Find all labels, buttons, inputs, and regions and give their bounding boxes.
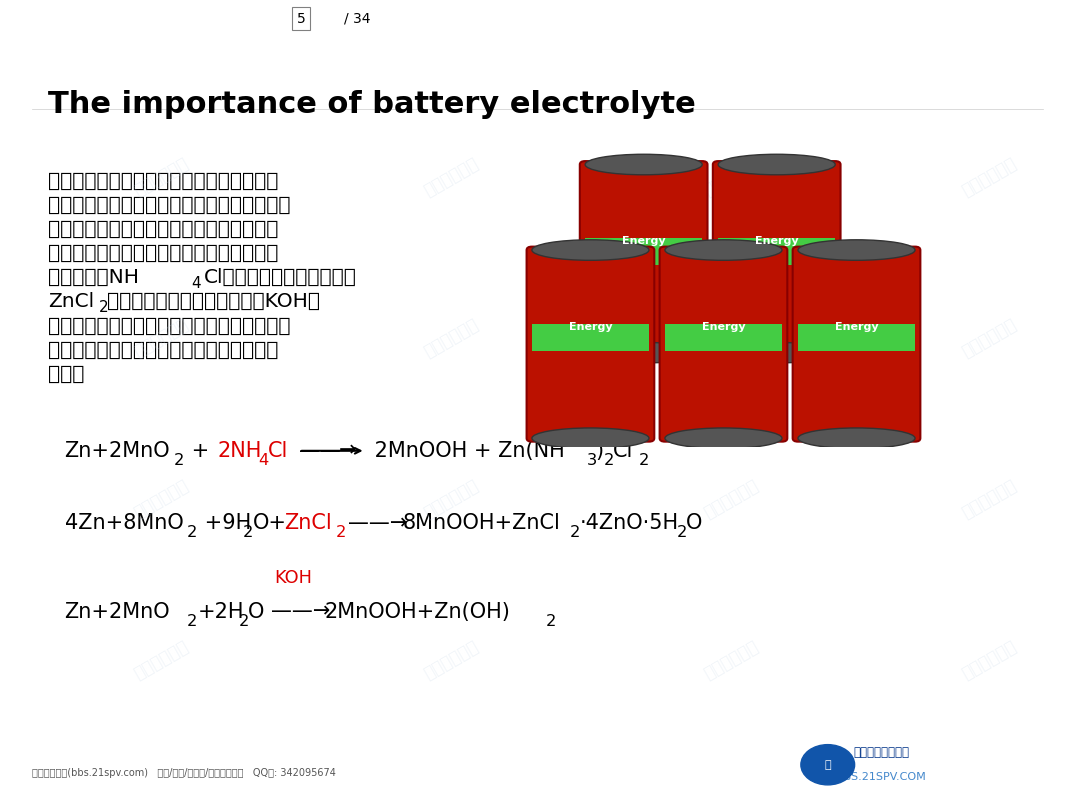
Text: 4: 4 [258,453,269,468]
Text: 阳光工匠论坛: 阳光工匠论坛 [701,155,761,200]
Text: 其中两次革命源于电解液组成的变化，分别: 其中两次革命源于电解液组成的变化，分别 [48,244,278,263]
Text: +2H: +2H [198,602,244,621]
Text: 2: 2 [99,300,109,315]
Text: 2: 2 [639,453,649,468]
FancyBboxPatch shape [792,246,920,442]
Bar [665,324,782,351]
Text: ——: —— [299,441,341,460]
Text: 变化。: 变化。 [48,365,85,384]
Text: 2: 2 [677,526,688,540]
FancyBboxPatch shape [713,161,841,356]
Text: 阳光工匠论坛: 阳光工匠论坛 [421,477,482,522]
Text: 阳光工匠论坛: 阳光工匠论坛 [959,155,1019,200]
Text: Energy: Energy [755,237,799,246]
Bar [585,238,702,266]
Text: 阳光工匠论坛: 阳光工匠论坛 [421,316,482,361]
Bar [532,324,649,351]
Ellipse shape [532,240,649,260]
Text: Energy: Energy [702,322,745,332]
Text: 例如锌锰电池自诞生以来经历了三次革命，: 例如锌锰电池自诞生以来经历了三次革命， [48,220,278,239]
Text: Zn+2MnO: Zn+2MnO [64,602,170,621]
Text: 是从第二代NH: 是从第二代NH [48,268,140,287]
Text: Energy: Energy [621,237,665,246]
Text: ——→: ——→ [271,602,330,621]
Ellipse shape [585,342,702,363]
Text: 2: 2 [335,526,346,540]
Text: 纵观电池的发展历史，电解液的革新对电池: 纵观电池的发展历史，电解液的革新对电池 [48,171,278,191]
FancyBboxPatch shape [579,161,707,356]
Text: 阳光工匠论坛: 阳光工匠论坛 [959,477,1019,522]
Text: 阳光工匠论坛(bbs.21spv.com)   光伏/储能/新能源/电力资料下载   QQ群: 342095674: 阳光工匠论坛(bbs.21spv.com) 光伏/储能/新能源/电力资料下载 Q… [32,768,336,778]
Text: 阳光工匠论坛: 阳光工匠论坛 [701,477,761,522]
Text: →: → [339,441,356,460]
Text: 2MnOOH + Zn(NH: 2MnOOH + Zn(NH [368,441,564,460]
Text: O: O [248,602,264,621]
Text: 阳光工匠论坛: 阳光工匠论坛 [131,155,191,200]
Text: ): ) [596,441,604,460]
Text: 阳光工匠论坛: 阳光工匠论坛 [701,638,761,683]
Ellipse shape [718,342,835,363]
Text: O: O [686,514,702,533]
Ellipse shape [665,240,782,260]
Text: Cl为主的电解液到第三代的: Cl为主的电解液到第三代的 [204,268,357,287]
Text: 阳光工匠论坛: 阳光工匠论坛 [131,316,191,361]
Text: 阳光工匠论坛: 阳光工匠论坛 [421,638,482,683]
Circle shape [801,745,855,785]
FancyBboxPatch shape [527,246,655,442]
FancyBboxPatch shape [660,246,787,442]
Text: ——→: ——→ [348,514,407,533]
Text: Zn+2MnO: Zn+2MnO [64,441,170,460]
Text: Energy: Energy [569,322,613,332]
Bar [798,324,915,351]
Ellipse shape [585,155,702,175]
Ellipse shape [532,428,649,448]
Text: 2: 2 [546,614,557,629]
Text: The importance of battery electrolyte: The importance of battery electrolyte [48,90,697,119]
Text: 2MnOOH+Zn(OH): 2MnOOH+Zn(OH) [325,602,511,621]
Text: 阳光工匠论坛: 阳光工匠论坛 [421,155,482,200]
Ellipse shape [798,428,915,448]
Text: 阳光工匠论坛: 阳光工匠论坛 [959,638,1019,683]
Text: ZnCl: ZnCl [48,292,95,312]
Text: 液为主的碱锰电池，由于电解液组成的变化，: 液为主的碱锰电池，由于电解液组成的变化， [48,316,291,336]
Bar [718,238,835,266]
Text: ZnCl: ZnCl [284,514,331,533]
Text: 2: 2 [604,453,615,468]
Ellipse shape [798,240,915,260]
Text: 2: 2 [243,526,254,540]
Text: 护: 护 [825,760,831,770]
Text: 2: 2 [187,526,198,540]
Text: 阳光工匠论坛: 阳光工匠论坛 [701,316,761,361]
Ellipse shape [665,428,782,448]
Text: BBS.21SPV.COM: BBS.21SPV.COM [836,772,927,782]
Text: Energy: Energy [834,322,878,332]
Text: ·4ZnO·5H: ·4ZnO·5H [579,514,678,533]
Text: 4: 4 [191,276,201,291]
Ellipse shape [718,155,835,175]
Text: 2: 2 [570,526,580,540]
Text: Cl: Cl [613,441,633,460]
Text: 为主的电解液，再到第四代的KOH溶: 为主的电解液，再到第四代的KOH溶 [108,292,320,312]
Text: 科学发展的贡献绝不亚于任何一种电极材料，: 科学发展的贡献绝不亚于任何一种电极材料， [48,196,291,215]
Text: 8MnOOH+ZnCl: 8MnOOH+ZnCl [403,514,561,533]
Text: 2: 2 [239,614,249,629]
Text: 5: 5 [297,11,305,26]
Text: 2: 2 [174,453,185,468]
Text: 4Zn+8MnO: 4Zn+8MnO [64,514,183,533]
Text: 阳光工匠光伏论坛: 阳光工匠光伏论坛 [854,746,909,759]
Text: 阳光工匠论坛: 阳光工匠论坛 [959,316,1019,361]
Text: Cl: Cl [268,441,288,460]
Text: O+: O+ [253,514,287,533]
Text: 阳光工匠论坛: 阳光工匠论坛 [131,638,191,683]
Text: 3: 3 [587,453,598,468]
Text: / 34: / 34 [344,11,371,26]
Text: +9H: +9H [198,514,252,533]
Text: 电池的反应机理和成流机制也发生了明显的: 电池的反应机理和成流机制也发生了明显的 [48,341,278,360]
Text: KOH: KOH [274,569,312,587]
Text: 2NH: 2NH [217,441,261,460]
Text: 阳光工匠论坛: 阳光工匠论坛 [131,477,191,522]
Text: 2: 2 [187,614,198,629]
Text: +: + [185,441,216,460]
